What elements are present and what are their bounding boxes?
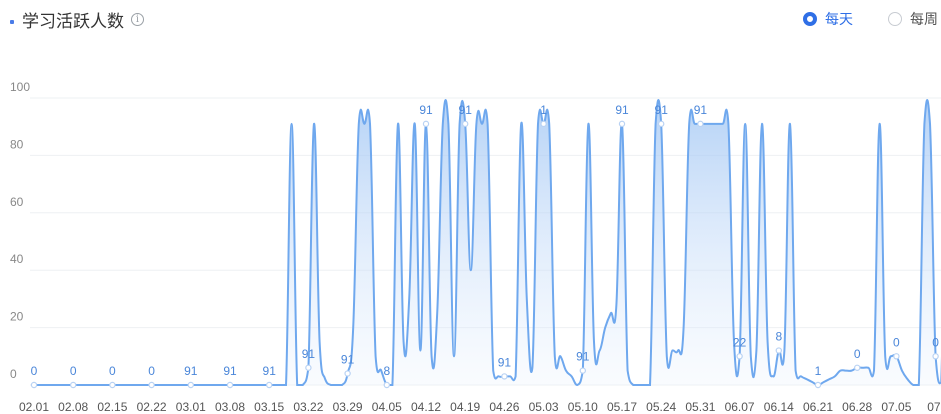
title-marker	[10, 20, 14, 24]
data-labels: 0 0 0 0 91 91 91 91 91 8 91 91 91 1 91 91 91 91 22 8 1 0 0 0	[31, 103, 940, 378]
x-tick-label: 07.	[927, 400, 941, 414]
x-tick-label: 06.07	[725, 400, 755, 414]
x-tick-label: 05.03	[529, 400, 559, 414]
data-point[interactable]	[814, 381, 822, 389]
x-tick-label: 04.26	[489, 400, 519, 414]
x-tick-label: 04.12	[411, 400, 441, 414]
x-axis: 02.01 02.08 02.15 02.22 03.01 03.08 03.15 03.22…	[19, 400, 941, 414]
radio-unselected-icon	[888, 12, 902, 26]
data-label: 91	[655, 103, 669, 117]
x-tick-label: 05.17	[607, 400, 637, 414]
data-label: 91	[263, 364, 277, 378]
data-point[interactable]	[775, 347, 783, 354]
data-point[interactable]	[266, 381, 273, 389]
y-tick-label: 40	[10, 252, 24, 266]
x-tick-label: 06.21	[803, 400, 833, 414]
data-label: 1	[540, 103, 547, 117]
data-point[interactable]	[148, 381, 155, 389]
radio-selected-icon	[803, 12, 817, 26]
y-tick-label: 20	[10, 310, 24, 324]
y-axis: 0 20 40 60 80 100	[10, 80, 30, 381]
x-tick-label: 06.14	[764, 400, 794, 414]
x-tick-label: 03.01	[176, 400, 206, 414]
x-tick-label: 04.19	[450, 400, 480, 414]
x-tick-label: 02.01	[19, 400, 49, 414]
y-tick-label: 60	[10, 195, 24, 209]
x-tick-label: 03.29	[333, 400, 363, 414]
data-label: 91	[302, 347, 316, 361]
data-label: 0	[854, 347, 861, 361]
info-circle-icon[interactable]: i	[131, 13, 144, 26]
data-point[interactable]	[540, 120, 547, 128]
x-tick-label: 05.31	[685, 400, 715, 414]
data-label: 91	[615, 103, 629, 117]
data-point[interactable]	[462, 120, 469, 128]
radio-daily[interactable]: 每天	[803, 9, 853, 29]
data-label: 8	[775, 330, 782, 344]
data-point[interactable]	[187, 381, 194, 389]
series-line	[33, 99, 941, 387]
series-area	[34, 100, 941, 385]
y-tick-label: 0	[10, 367, 17, 381]
data-point[interactable]	[344, 370, 351, 377]
data-label: 0	[109, 364, 116, 378]
x-tick-label: 04.05	[372, 400, 402, 414]
data-label: 1	[815, 364, 822, 378]
data-label: 0	[893, 335, 900, 349]
x-tick-label: 02.22	[137, 400, 167, 414]
radio-daily-label: 每天	[825, 11, 853, 27]
x-tick-label: 03.15	[254, 400, 284, 414]
y-tick-label: 100	[10, 80, 30, 94]
data-label: 91	[341, 353, 355, 367]
data-label: 0	[31, 364, 38, 378]
data-label: 0	[932, 335, 939, 349]
x-tick-label: 07.05	[881, 400, 911, 414]
data-label: 91	[223, 364, 237, 378]
data-point[interactable]	[579, 367, 587, 374]
data-point[interactable]	[226, 381, 234, 389]
chart-title: 学习活跃人数	[22, 12, 124, 31]
data-label: 91	[184, 364, 198, 378]
x-tick-label: 05.10	[568, 400, 598, 414]
data-point[interactable]	[109, 381, 116, 389]
data-label: 8	[383, 364, 390, 378]
x-tick-label: 03.08	[215, 400, 245, 414]
data-label: 91	[694, 103, 708, 117]
data-label: 22	[733, 335, 747, 349]
data-points	[30, 120, 939, 389]
data-point[interactable]	[932, 353, 939, 360]
data-label: 91	[576, 350, 590, 364]
data-point[interactable]	[69, 381, 77, 389]
x-tick-label: 03.22	[293, 400, 323, 414]
data-label: 91	[419, 103, 433, 117]
data-point[interactable]	[736, 353, 743, 360]
data-point[interactable]	[658, 120, 665, 128]
data-point[interactable]	[893, 353, 900, 360]
data-point[interactable]	[501, 373, 508, 380]
x-tick-label: 02.08	[58, 400, 88, 414]
data-point[interactable]	[30, 381, 38, 389]
x-tick-label: 02.15	[97, 400, 127, 414]
radio-weekly-label: 每周	[910, 11, 938, 27]
data-label: 91	[498, 355, 512, 369]
data-point[interactable]	[422, 120, 430, 128]
y-tick-label: 80	[10, 137, 24, 151]
data-label: 0	[148, 364, 155, 378]
data-label: 0	[70, 364, 77, 378]
data-label: 91	[459, 103, 473, 117]
data-point[interactable]	[697, 120, 704, 128]
data-point[interactable]	[305, 364, 312, 371]
data-point[interactable]	[618, 120, 626, 128]
x-tick-label: 05.24	[646, 400, 676, 414]
data-point[interactable]	[854, 364, 861, 371]
data-point[interactable]	[383, 381, 390, 389]
x-tick-label: 06.28	[842, 400, 872, 414]
radio-weekly[interactable]: 每周	[888, 9, 938, 29]
chart-header: 学习活跃人数 i 每天 每周	[0, 0, 941, 44]
